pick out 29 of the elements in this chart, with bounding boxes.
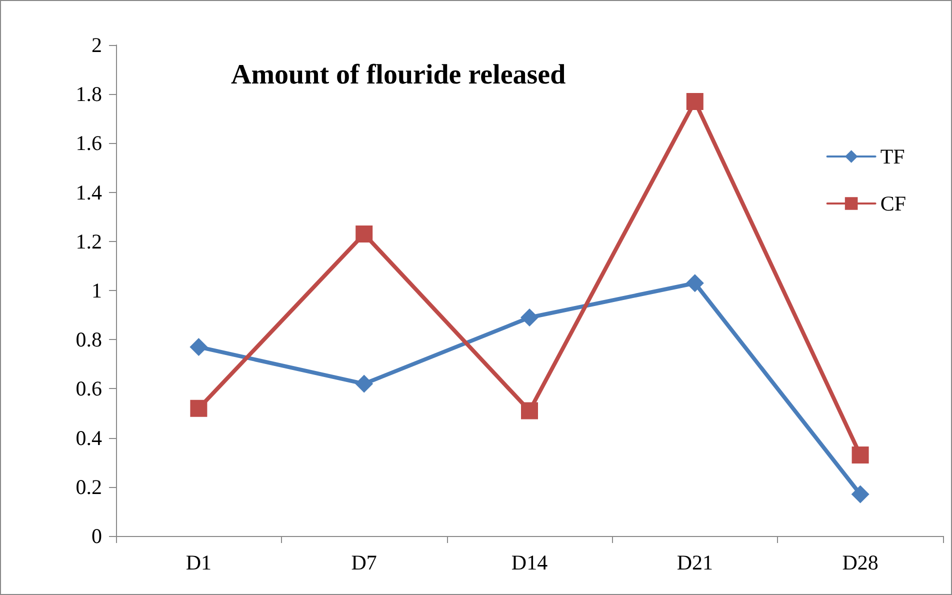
y-tick-label: 1.6	[76, 131, 102, 156]
y-tick-label: 0	[92, 524, 102, 548]
y-tick-label: 2	[92, 33, 102, 57]
y-tick-label: 1.4	[76, 180, 102, 204]
x-tick-label: D14	[511, 550, 548, 574]
point	[520, 308, 538, 327]
point	[852, 446, 869, 464]
y-tick-label: 1.2	[76, 229, 102, 254]
x-tick-label: D1	[186, 550, 212, 574]
x-tick-label: D7	[351, 550, 377, 574]
y-tick-label: 0.2	[76, 474, 102, 499]
point	[356, 226, 373, 243]
legend-label: CF	[880, 192, 906, 216]
y-tick-label: 0.4	[76, 426, 102, 450]
y-tick-label: 1.8	[76, 82, 102, 106]
point	[521, 402, 538, 420]
y-tick-label: 1	[92, 278, 102, 302]
point	[686, 274, 704, 292]
point	[686, 92, 704, 110]
point	[355, 374, 374, 393]
text: Amount of flouride released	[231, 60, 566, 90]
point	[851, 485, 870, 504]
y-tick-label: 0.6	[76, 376, 102, 401]
point	[190, 400, 208, 417]
y-tick-label: 0.8	[76, 328, 102, 352]
point	[190, 338, 208, 356]
x-tick-label: D21	[676, 550, 713, 574]
x-tick-label: D28	[842, 550, 878, 574]
legend-label: TF	[880, 144, 905, 168]
